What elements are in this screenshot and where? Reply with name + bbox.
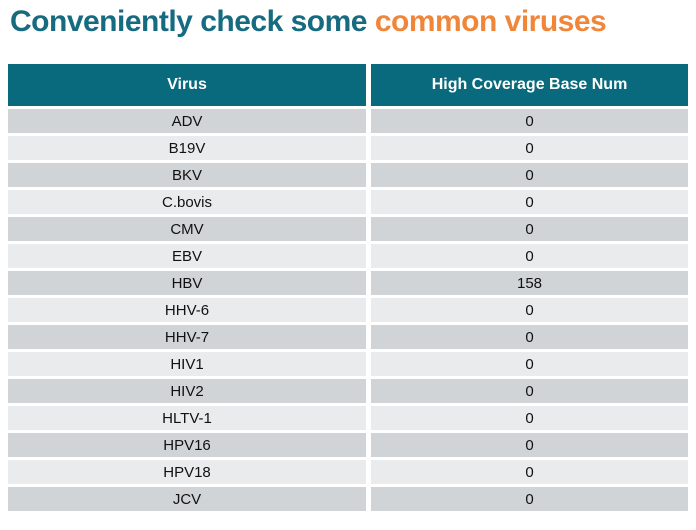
virus-name-cell: HBV [8, 271, 366, 295]
virus-name-cell: C.bovis [8, 190, 366, 214]
coverage-value-cell: 0 [371, 352, 688, 376]
coverage-value-cell: 0 [371, 190, 688, 214]
table-row: HHV-7 0 [8, 325, 688, 349]
virus-name-cell: JCV [8, 487, 366, 511]
coverage-value-cell: 0 [371, 244, 688, 268]
page-title-highlight: common viruses [374, 5, 607, 38]
coverage-value-cell: 0 [371, 379, 688, 403]
virus-name-cell: ADV [8, 109, 366, 133]
table-row: HPV18 0 [8, 460, 688, 484]
virus-name-cell: HPV16 [8, 433, 366, 457]
column-header-virus: Virus [8, 64, 366, 106]
virus-name-cell: CMV [8, 217, 366, 241]
table-row: BKV 0 [8, 163, 688, 187]
virus-name-cell: HPV18 [8, 460, 366, 484]
table-row: CMV 0 [8, 217, 688, 241]
coverage-value-cell: 0 [371, 163, 688, 187]
virus-name-cell: HLTV-1 [8, 406, 366, 430]
virus-name-cell: HIV2 [8, 379, 366, 403]
table-row: JCV 0 [8, 487, 688, 511]
coverage-value-cell: 0 [371, 406, 688, 430]
table-row: HBV 158 [8, 271, 688, 295]
page-title: Conveniently check some common viruses [10, 4, 696, 40]
virus-name-cell: B19V [8, 136, 366, 160]
table-row: ADV 0 [8, 109, 688, 133]
slide: Conveniently check some common viruses V… [0, 4, 696, 530]
coverage-value-cell: 0 [371, 298, 688, 322]
coverage-value-cell: 158 [371, 271, 688, 295]
coverage-value-cell: 0 [371, 487, 688, 511]
table-body: ADV 0 B19V 0 BKV 0 C.bovis 0 CMV 0 EBV 0 [8, 109, 688, 511]
coverage-value-cell: 0 [371, 460, 688, 484]
virus-name-cell: EBV [8, 244, 366, 268]
table-row: HHV-6 0 [8, 298, 688, 322]
page-title-prefix: Conveniently check some [10, 5, 375, 38]
virus-coverage-table: Virus High Coverage Base Num ADV 0 B19V … [3, 61, 693, 514]
virus-name-cell: HHV-6 [8, 298, 366, 322]
table-row: HPV16 0 [8, 433, 688, 457]
coverage-value-cell: 0 [371, 433, 688, 457]
coverage-value-cell: 0 [371, 325, 688, 349]
virus-name-cell: HIV1 [8, 352, 366, 376]
coverage-value-cell: 0 [371, 136, 688, 160]
table-header-row: Virus High Coverage Base Num [8, 64, 688, 106]
table-row: C.bovis 0 [8, 190, 688, 214]
table-row: HIV2 0 [8, 379, 688, 403]
column-header-coverage: High Coverage Base Num [371, 64, 688, 106]
table-row: HLTV-1 0 [8, 406, 688, 430]
coverage-value-cell: 0 [371, 217, 688, 241]
table-row: B19V 0 [8, 136, 688, 160]
table-row: EBV 0 [8, 244, 688, 268]
table-header: Virus High Coverage Base Num [8, 64, 688, 106]
virus-name-cell: HHV-7 [8, 325, 366, 349]
virus-name-cell: BKV [8, 163, 366, 187]
table-row: HIV1 0 [8, 352, 688, 376]
coverage-value-cell: 0 [371, 109, 688, 133]
